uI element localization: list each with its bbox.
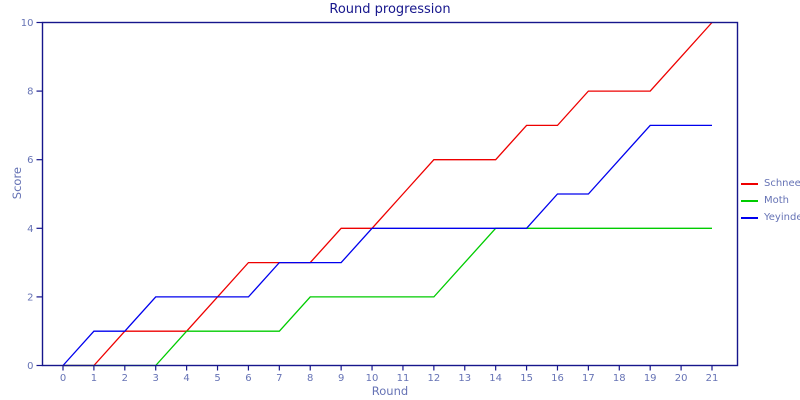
x-tick-label: 14 <box>489 373 502 384</box>
x-tick-label: 5 <box>214 373 220 384</box>
x-tick-label: 9 <box>338 373 344 384</box>
legend-swatch-icon <box>741 216 758 219</box>
x-tick-label: 15 <box>520 373 533 384</box>
y-tick-label: 4 <box>27 224 33 235</box>
x-tick-label: 18 <box>613 373 626 384</box>
x-tick-label: 3 <box>153 373 159 384</box>
legend-label: Moth <box>764 195 790 206</box>
y-tick-label: 10 <box>21 18 34 29</box>
y-axis-ticks: 0 2 4 6 8 10 <box>21 18 43 372</box>
x-axis-ticks: 0 1 2 3 4 5 6 7 8 9 10 11 12 13 14 15 16 17 18 19 20 21 <box>60 365 719 384</box>
x-tick-label: 19 <box>644 373 657 384</box>
legend-item: Yeyinde <box>741 209 800 226</box>
x-tick-label: 8 <box>307 373 313 384</box>
x-tick-label: 13 <box>458 373 471 384</box>
series-line-schnee <box>63 22 713 367</box>
x-tick-label: 10 <box>366 373 379 384</box>
y-axis-title: Score <box>10 167 24 200</box>
x-tick-label: 6 <box>245 373 251 384</box>
series-line-moth <box>63 227 712 367</box>
x-tick-label: 2 <box>122 373 128 384</box>
legend-swatch-icon <box>741 182 758 185</box>
x-tick-label: 17 <box>582 373 595 384</box>
legend: Schnee Moth Yeyinde <box>741 175 800 226</box>
y-tick-label: 2 <box>27 292 33 303</box>
x-axis-title: Round <box>371 384 409 398</box>
chart-title: Round progression <box>329 2 451 17</box>
series-line-yeyinde <box>62 124 712 366</box>
x-tick-label: 11 <box>397 373 410 384</box>
legend-item: Moth <box>741 192 800 209</box>
legend-swatch-icon <box>741 199 758 202</box>
x-tick-label: 20 <box>675 373 688 384</box>
x-tick-label: 7 <box>276 373 282 384</box>
x-tick-label: 1 <box>91 373 97 384</box>
y-tick-label: 6 <box>27 155 33 166</box>
x-tick-label: 0 <box>60 373 66 384</box>
plot-frame <box>41 21 739 367</box>
x-tick-label: 12 <box>427 373 440 384</box>
legend-item: Schnee <box>741 175 800 192</box>
legend-label: Schnee <box>764 178 800 189</box>
legend-label: Yeyinde <box>764 212 800 223</box>
y-tick-label: 8 <box>27 87 33 98</box>
x-tick-label: 21 <box>706 373 719 384</box>
x-tick-label: 16 <box>551 373 564 384</box>
x-tick-label: 4 <box>183 373 189 384</box>
y-tick-label: 0 <box>27 361 33 372</box>
